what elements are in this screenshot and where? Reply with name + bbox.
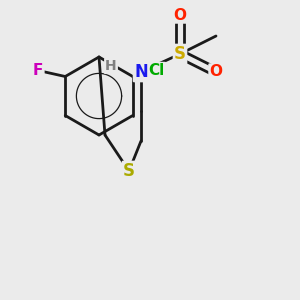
Text: O: O <box>209 64 223 80</box>
Text: S: S <box>174 45 186 63</box>
Text: O: O <box>173 8 187 22</box>
Text: F: F <box>33 63 44 78</box>
Text: S: S <box>123 162 135 180</box>
Text: Cl: Cl <box>148 63 165 78</box>
Text: N: N <box>134 63 148 81</box>
Text: H: H <box>105 59 117 73</box>
